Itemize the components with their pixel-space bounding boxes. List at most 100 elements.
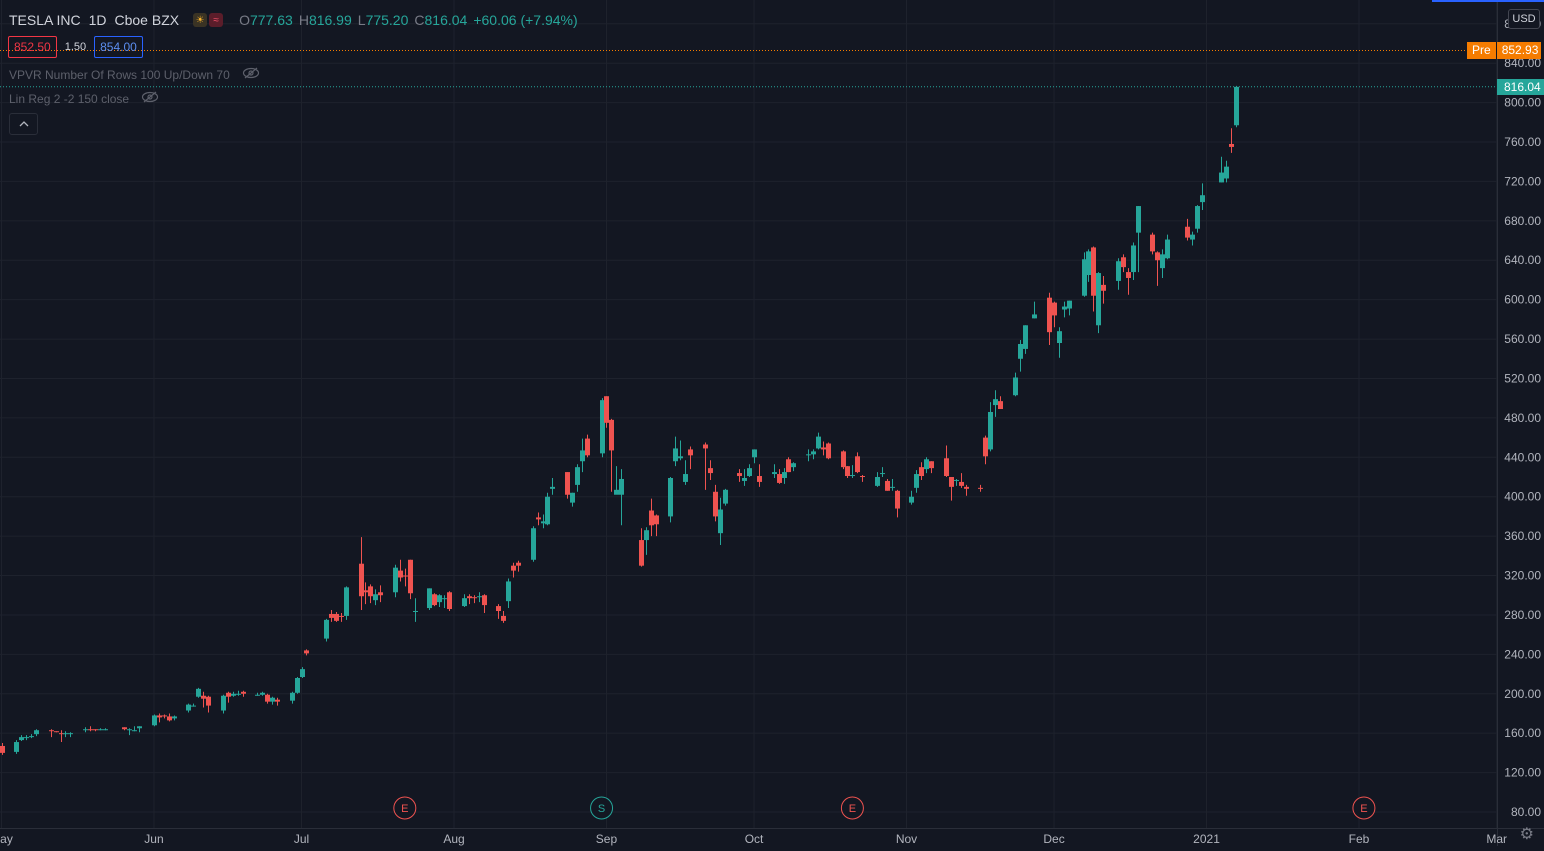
candle — [359, 537, 364, 611]
candle — [206, 695, 211, 713]
price-tick-label: 160.00 — [1504, 726, 1541, 740]
earnings-event-marker[interactable]: E — [840, 796, 864, 820]
price-tick-label: 720.00 — [1504, 174, 1541, 188]
candle — [437, 594, 442, 608]
market-open-icon[interactable]: ☀ — [193, 13, 208, 27]
event-letter: E — [401, 803, 408, 815]
candle — [816, 432, 821, 450]
candle-body — [467, 596, 472, 599]
low-value: 775.20 — [365, 12, 409, 28]
high-value: 816.99 — [308, 12, 352, 28]
candle-body — [575, 467, 580, 485]
candle-body — [860, 476, 865, 478]
candle — [964, 484, 969, 496]
symbol-name[interactable]: TESLA INC — [9, 12, 81, 28]
candle-body — [511, 565, 516, 571]
candle — [221, 694, 226, 714]
earnings-event-marker[interactable]: E — [1352, 796, 1376, 820]
time-axis: May Jun Jul Aug Sep Oct Nov Dec 2021 Feb Mar — [0, 832, 1507, 846]
candle-body — [944, 458, 949, 477]
candle — [1126, 268, 1131, 295]
candle-body — [541, 521, 546, 524]
candle-body — [614, 489, 619, 495]
candle-body — [1047, 297, 1052, 333]
currency-button[interactable]: USD — [1508, 9, 1540, 29]
candle-body — [1126, 272, 1131, 278]
candle-body — [103, 729, 108, 731]
candle-body — [565, 472, 570, 495]
candle-body — [988, 411, 993, 450]
candle — [683, 460, 688, 485]
candle — [132, 726, 137, 732]
candle-body — [668, 477, 673, 517]
earnings-event-marker[interactable]: E — [393, 796, 417, 820]
price-tick-label: 840.00 — [1504, 56, 1541, 70]
candle — [782, 468, 787, 484]
price-tick-label: 360.00 — [1504, 529, 1541, 543]
candle-body — [649, 510, 654, 526]
indicator-linreg[interactable]: Lin Reg 2 -2 150 close — [9, 91, 159, 106]
candle-body — [1101, 284, 1106, 291]
split-event-marker[interactable]: S — [590, 796, 614, 820]
hidden-eye-icon[interactable] — [141, 91, 159, 106]
top-accent-bar — [1432, 0, 1544, 2]
candle — [83, 727, 88, 733]
candle-body — [270, 697, 275, 702]
candle-body — [880, 473, 885, 475]
candle-body — [359, 563, 364, 597]
candle — [585, 434, 590, 458]
candle — [609, 418, 614, 492]
interval-label[interactable]: 1D — [88, 12, 107, 28]
candle-body — [772, 472, 777, 475]
candle-body — [255, 694, 260, 696]
candle-body — [821, 447, 826, 450]
candle — [703, 442, 708, 490]
candle-body — [265, 694, 270, 702]
candle-body — [63, 733, 68, 735]
premarket-price-tag: Pre 852.93 — [1467, 42, 1542, 59]
candle-body — [334, 613, 339, 621]
candle-body — [757, 476, 762, 482]
candle — [482, 594, 487, 613]
candle — [265, 693, 270, 704]
candle-body — [363, 590, 368, 593]
candle-body — [378, 592, 383, 596]
gear-icon[interactable]: ⚙ — [1519, 826, 1534, 843]
candle — [924, 457, 929, 474]
indicator-vpvr[interactable]: VPVR Number Of Rows 100 Up/Down 70 — [9, 67, 260, 82]
candle-body — [600, 400, 605, 454]
candle — [226, 691, 231, 703]
candle-body — [19, 737, 24, 741]
candle-body — [998, 401, 1003, 410]
candle-body — [1067, 300, 1072, 309]
candle-body — [1057, 331, 1062, 344]
candle — [668, 477, 673, 523]
candle-body — [127, 729, 132, 731]
candle — [841, 450, 846, 470]
candle — [723, 488, 728, 506]
candle — [1195, 205, 1200, 233]
candle-body — [68, 733, 73, 735]
candle-body — [929, 461, 934, 469]
candle-body — [1023, 325, 1028, 349]
delayed-data-icon[interactable]: ≈ — [209, 13, 224, 27]
ask-button[interactable]: 854.00 — [94, 36, 143, 58]
collapse-indicators-button[interactable] — [9, 113, 38, 135]
hidden-eye-icon[interactable] — [242, 67, 260, 82]
candle-body — [949, 477, 954, 487]
candle — [172, 715, 177, 721]
candle-body — [993, 399, 998, 406]
candle-body — [1013, 377, 1018, 396]
candle — [791, 462, 796, 472]
candle — [236, 690, 241, 696]
candle — [496, 604, 501, 619]
premarket-value: 852.93 — [1495, 42, 1542, 59]
bid-button[interactable]: 852.50 — [8, 36, 57, 58]
candle — [737, 469, 742, 482]
candle — [63, 731, 68, 738]
candle — [373, 589, 378, 606]
candle — [880, 467, 885, 478]
